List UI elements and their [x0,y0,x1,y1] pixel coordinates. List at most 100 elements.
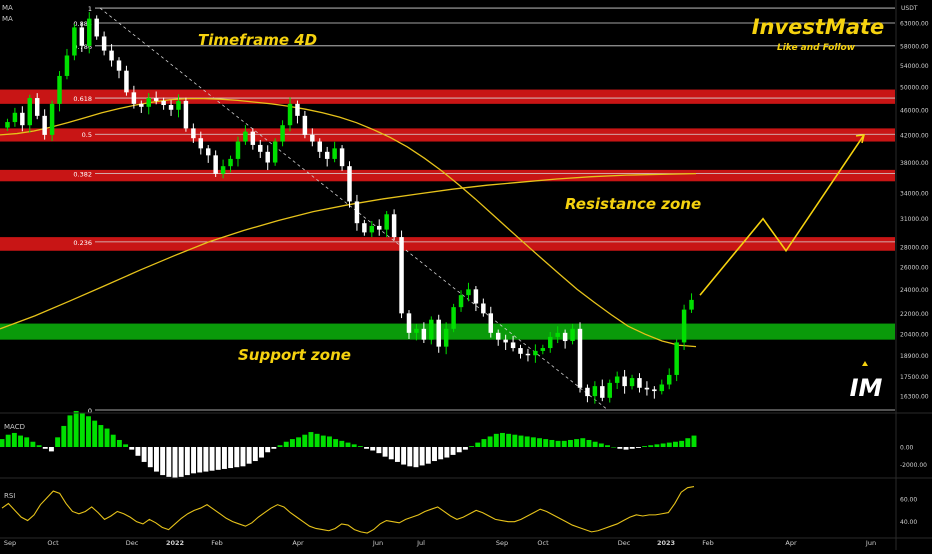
macd-bar [469,446,475,447]
candle-body [228,158,233,167]
macd-bar [567,439,573,447]
macd-bar [549,439,555,447]
macd-bar [407,447,413,467]
price-tick-label: 18900.00 [900,353,929,360]
candle-body [495,332,501,340]
macd-panel [0,411,697,478]
candle-body [250,131,256,145]
candle-body [518,348,523,354]
macd-bar [221,447,227,469]
macd-bar [555,440,561,447]
macd-bar [283,441,289,447]
candle-body [443,328,449,347]
candle-body [458,295,464,308]
price-tick-label: 54000.00 [900,63,929,70]
candle-body [429,319,434,340]
macd-bar [116,439,122,447]
indicator-label-1[interactable]: MA [2,4,13,12]
candle-body [139,103,144,107]
macd-bar [147,447,153,468]
candle-body [399,237,404,314]
candle-body [451,307,456,329]
price-tick-label: 31000.00 [900,216,929,223]
macd-bar [462,447,468,450]
candle-body [272,141,278,163]
candle-body [689,299,694,310]
macd-bar [123,444,129,447]
candle-body [265,151,270,163]
candle-body [213,155,218,174]
logo-crown-icon [862,361,868,366]
indicator-label-2[interactable]: MA [2,15,13,23]
macd-label[interactable]: MACD [4,423,25,431]
macd-bar [388,447,394,460]
macd-bar [61,425,67,447]
candle-body [414,328,419,333]
candle-body [116,60,122,71]
macd-bar [333,439,339,447]
macd-bar [302,434,308,447]
candle-body [317,141,322,152]
rsi-tick-label: 40.00 [900,519,917,526]
macd-bar [580,438,586,447]
macd-bar [345,442,351,447]
candlestick-layer [5,12,694,404]
macd-bar [685,438,691,447]
price-tick-label: 22000.00 [900,311,929,318]
candle-body [540,348,546,351]
moving-average-fast-line [0,97,697,348]
time-tick-label: Apr [785,539,797,547]
macd-bar [642,446,648,447]
macd-bar [481,439,487,447]
resistance-zone-band [0,89,895,104]
candle-body [205,148,211,156]
macd-bar [382,447,388,457]
rsi-tick-label: 60.00 [900,497,917,504]
macd-bar [561,440,567,447]
candle-body [481,303,486,314]
fib-level-label: 0.236 [73,239,92,247]
candle-body [533,350,538,356]
brand-title: InvestMate [752,15,885,39]
macd-bar [178,447,184,477]
macd-bar [679,440,685,447]
candle-body [109,50,114,61]
rsi-label[interactable]: RSI [4,492,15,500]
fib-level-label: 0.886 [73,20,92,28]
time-tick-label: Feb [702,539,714,547]
macd-bar [67,415,73,447]
macd-bar [98,425,104,447]
macd-bar [24,437,30,447]
macd-bar [530,437,536,447]
candle-body [220,166,226,174]
fib-level-label: 0.786 [73,43,92,51]
macd-bar [191,447,196,474]
time-tick-label: Apr [292,539,304,547]
rsi-panel [1,485,695,534]
macd-bar [592,441,598,447]
price-tick-label: 34000.00 [900,191,929,198]
candle-body [153,98,159,101]
time-tick-label: Jul [416,539,425,547]
macd-bar [160,447,166,476]
macd-bar [419,447,425,466]
macd-bar [228,447,234,469]
timeframe-annotation: Timeframe 4D [198,31,317,49]
macd-bar [493,433,499,447]
candle-body [622,376,627,387]
time-axis[interactable]: Sep Oct Dec 2022 Feb Apr Jun Jul Sep Oct Dec 2023 Fe… [4,539,876,547]
macd-bar [456,447,462,453]
macd-bar [635,447,641,448]
macd-bar [617,447,623,449]
macd-bar [296,437,302,447]
candle-body [64,55,70,76]
macd-bar [673,441,678,447]
macd-bar [277,445,283,447]
fib-level-label: 0.382 [73,171,92,179]
candle-body [27,98,33,126]
candle-body [57,75,62,104]
